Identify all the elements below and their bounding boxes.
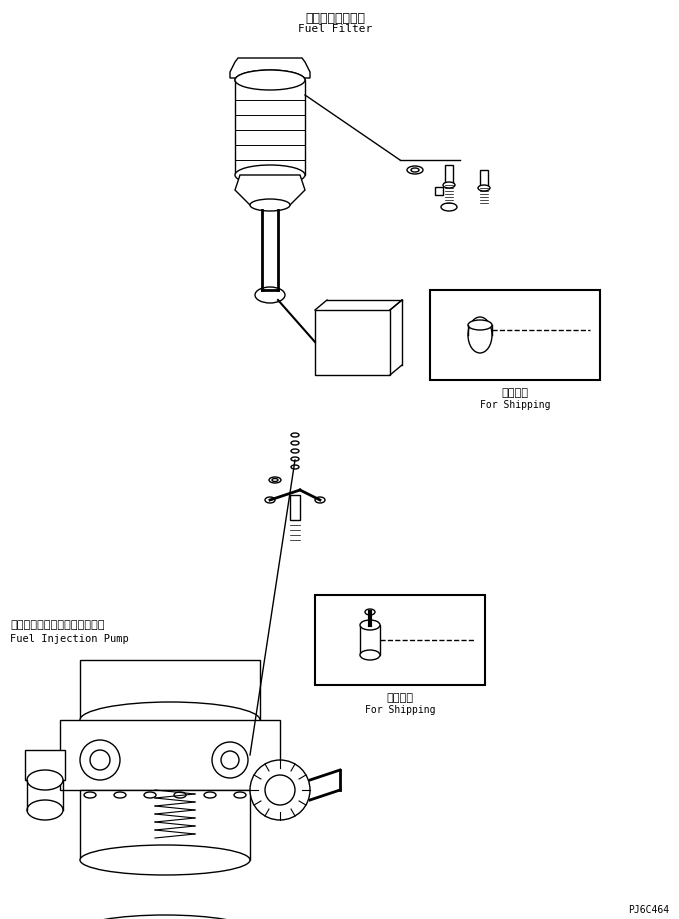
Ellipse shape <box>80 702 260 738</box>
Polygon shape <box>230 58 310 78</box>
Text: Fuel Injection Pump: Fuel Injection Pump <box>10 634 129 644</box>
Text: フェエルフィルタ: フェエルフィルタ <box>305 12 365 25</box>
Ellipse shape <box>235 70 305 90</box>
Ellipse shape <box>80 845 250 875</box>
Text: For Shipping: For Shipping <box>365 705 435 715</box>
Bar <box>430 290 600 380</box>
Bar <box>315 595 485 685</box>
Bar <box>290 495 300 520</box>
Ellipse shape <box>360 650 380 660</box>
Bar <box>360 625 380 655</box>
Ellipse shape <box>235 70 305 90</box>
Text: 運携部品: 運携部品 <box>386 693 414 703</box>
Bar <box>315 310 390 375</box>
Text: For Shipping: For Shipping <box>480 400 550 410</box>
Text: PJ6C464: PJ6C464 <box>628 905 669 915</box>
Bar <box>80 660 260 720</box>
Ellipse shape <box>27 770 63 790</box>
Ellipse shape <box>315 497 325 503</box>
Ellipse shape <box>468 317 492 353</box>
Text: 運携部品: 運携部品 <box>502 388 528 398</box>
Polygon shape <box>235 175 305 205</box>
Ellipse shape <box>360 620 380 630</box>
Bar <box>480 170 488 188</box>
Ellipse shape <box>250 760 310 820</box>
Ellipse shape <box>441 203 457 211</box>
Bar <box>445 165 453 185</box>
Ellipse shape <box>365 609 375 615</box>
Text: フエルインジェクションポンプ: フエルインジェクションポンプ <box>10 620 105 630</box>
Ellipse shape <box>80 915 250 919</box>
Ellipse shape <box>235 165 305 185</box>
Bar <box>435 187 443 195</box>
Ellipse shape <box>80 762 260 798</box>
Ellipse shape <box>255 287 285 303</box>
Ellipse shape <box>443 182 455 188</box>
Bar <box>235 80 305 175</box>
Bar <box>80 790 250 860</box>
Ellipse shape <box>265 497 275 503</box>
Ellipse shape <box>468 320 492 330</box>
Ellipse shape <box>250 199 290 211</box>
Bar <box>60 720 280 790</box>
Ellipse shape <box>478 185 490 191</box>
Bar <box>25 750 65 780</box>
Text: Fuel Filter: Fuel Filter <box>298 24 372 34</box>
Ellipse shape <box>27 800 63 820</box>
